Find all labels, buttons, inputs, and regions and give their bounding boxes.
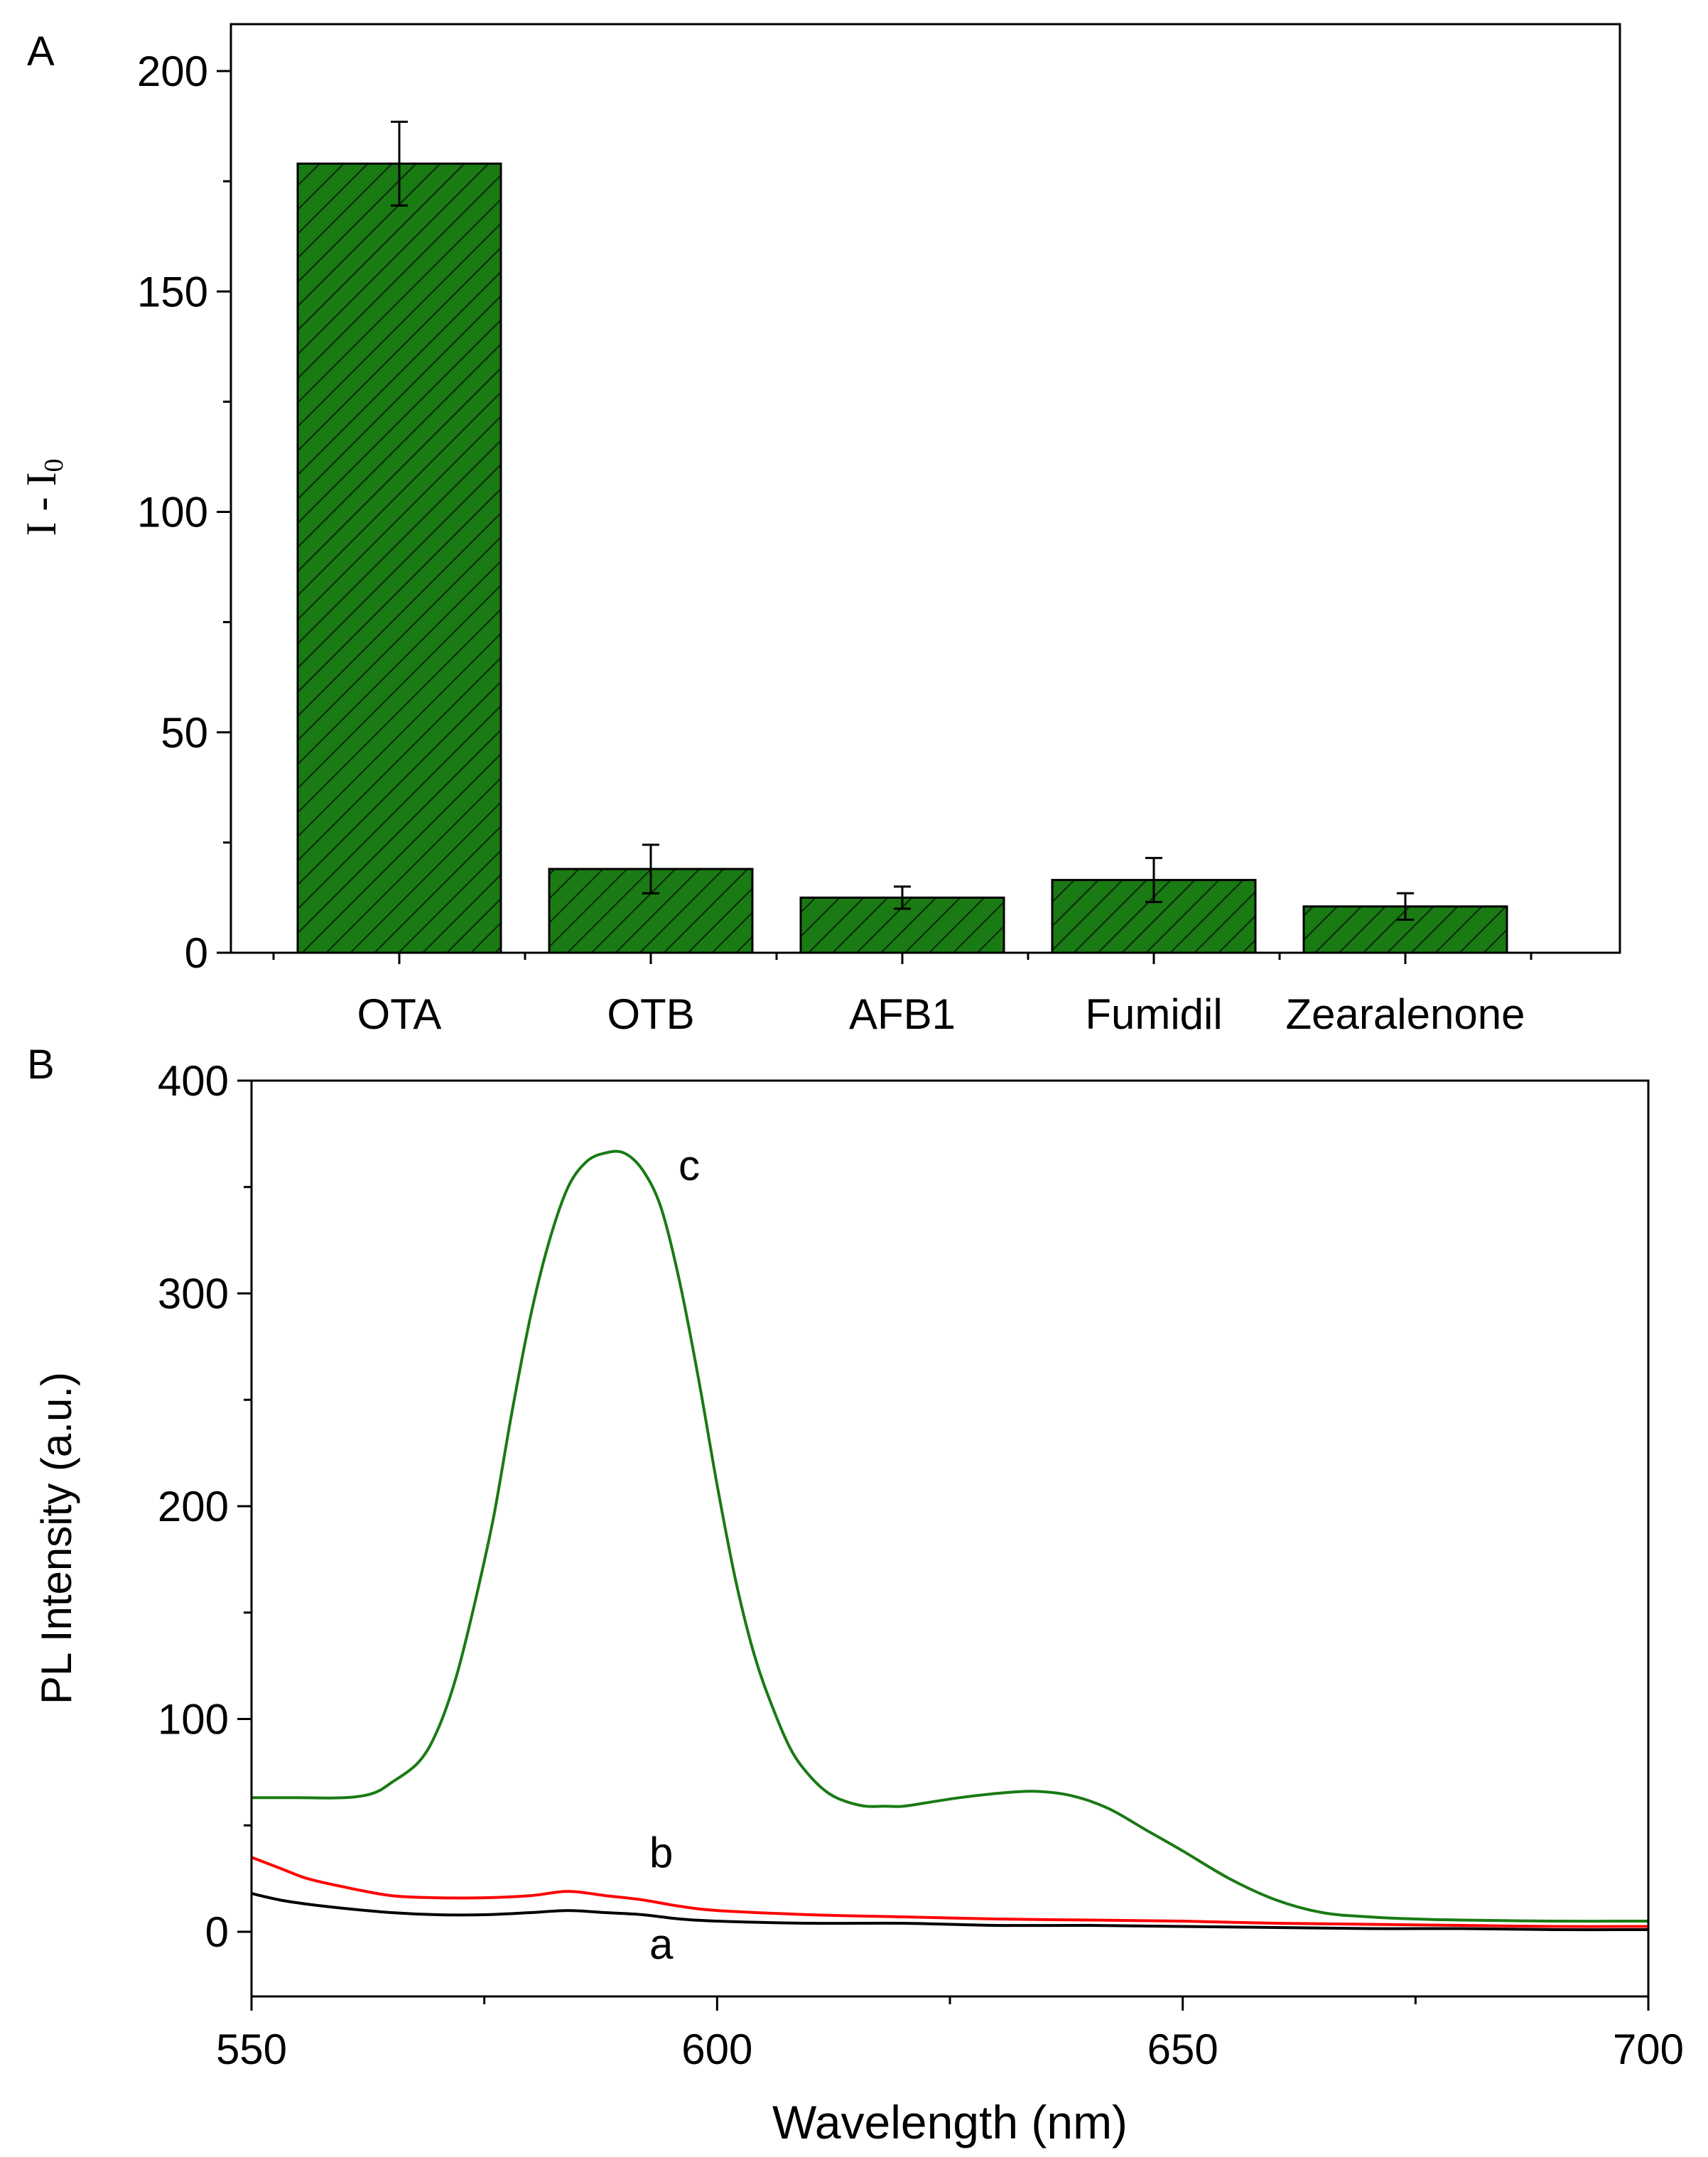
x-tick-label: AFB1	[849, 990, 956, 1038]
y-tick-label: 400	[158, 1057, 229, 1105]
panel-b: B ab c 0 100 200 300 400 550 600 650 700 PL Inte…	[27, 1042, 1684, 2148]
x-axis-b: 550 600 650 700	[216, 1996, 1684, 2073]
error-bar-zearalenone	[1397, 892, 1414, 921]
y-axis-label-a: I - I0	[18, 459, 69, 536]
x-tick-label: 650	[1147, 2026, 1218, 2073]
y-axis-a: 0 50 100 150 200	[137, 48, 231, 977]
y-tick-label: 150	[137, 268, 208, 315]
curve-label-a: a	[649, 1920, 674, 1968]
curves	[251, 1150, 1649, 1932]
x-tick-label: 700	[1613, 2026, 1684, 2073]
x-axis-a: OTA OTB AFB1 Fumidil Zearalenone	[272, 953, 1533, 1038]
x-tick-label: 550	[216, 2026, 287, 2073]
error-bar-ota	[391, 120, 408, 207]
y-tick-label: 50	[161, 709, 208, 757]
panel-a-label: A	[27, 28, 55, 75]
bar-zearalenone	[1302, 905, 1508, 954]
x-tick-label: OTB	[607, 990, 694, 1038]
curve-labels: ab c	[649, 1142, 700, 1968]
curve-b	[251, 1856, 1649, 1928]
plot-frame-b	[250, 1079, 1650, 1998]
y-tick-label: 200	[137, 48, 208, 95]
y-tick-label: 0	[205, 1908, 229, 1956]
y-tick-label: 100	[158, 1696, 229, 1744]
x-tick-label: 600	[681, 2026, 752, 2073]
y-axis-b: 0 100 200 300 400	[158, 1057, 252, 1956]
x-tick-label: Fumidil	[1085, 990, 1222, 1038]
bars	[296, 162, 1508, 954]
error-bar-afb1	[894, 885, 911, 910]
curve-label-c: c	[679, 1142, 700, 1189]
curve-a	[251, 1892, 1649, 1932]
x-tick-label: Zearalenone	[1286, 990, 1525, 1038]
x-tick-label: OTA	[357, 990, 442, 1038]
curve-c	[252, 1150, 1649, 1923]
panel-a: A 0 50 100 150 200 OTA OTB AFB1 Fumidil Zearalen…	[18, 23, 1621, 1038]
panel-b-label: B	[27, 1042, 55, 1088]
y-tick-label: 0	[185, 929, 208, 977]
x-axis-label-b: Wavelength (nm)	[772, 2096, 1128, 2148]
error-bar-fumidil	[1145, 857, 1162, 904]
y-tick-label: 200	[158, 1483, 229, 1530]
y-axis-label-b: PL Intensity (a.u.)	[33, 1372, 80, 1704]
y-tick-label: 100	[137, 489, 208, 536]
error-bars	[391, 120, 1414, 921]
curve-label-b: b	[649, 1829, 673, 1876]
plot-frame-a	[229, 23, 1621, 954]
bar-ota	[296, 162, 502, 954]
y-tick-label: 300	[158, 1270, 229, 1318]
error-bar-otb	[642, 843, 659, 894]
